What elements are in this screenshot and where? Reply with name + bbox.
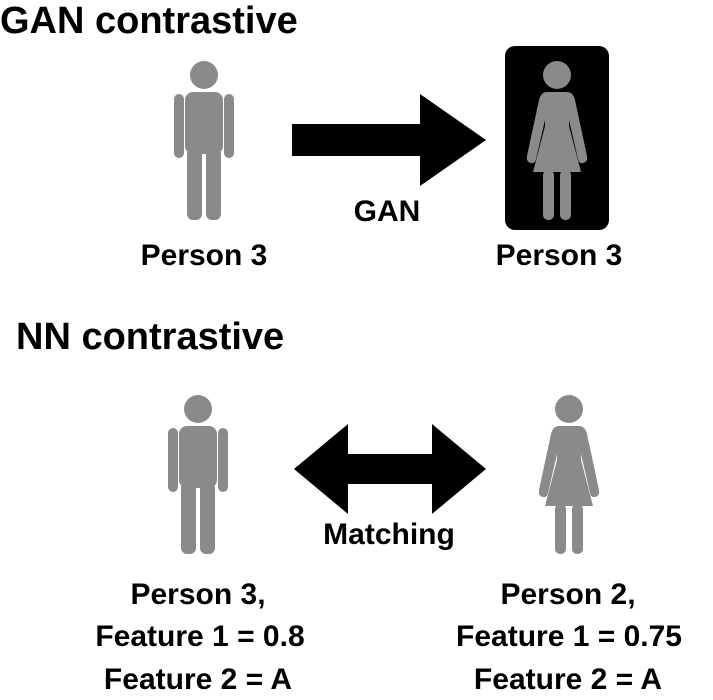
matching-arrow-icon (294, 424, 486, 514)
gan-arrow-label: GAN (353, 195, 421, 228)
left-feature-2: Feature 2 = A (103, 663, 293, 696)
gan-target-label: Person 3 (495, 239, 623, 272)
left-feature-1: Feature 1 = 0.8 (95, 620, 305, 653)
woman-icon (526, 61, 588, 220)
right-feature-1: Feature 1 = 0.75 (456, 620, 682, 653)
right-feature-2: Feature 2 = A (473, 663, 663, 696)
woman-icon (538, 395, 600, 554)
right-person-name: Person 2, (500, 578, 636, 611)
man-icon (174, 61, 234, 220)
gan-arrow-icon (292, 94, 486, 186)
nn-section-title: NN contrastive (16, 316, 285, 358)
matching-arrow-label: Matching (323, 518, 455, 551)
gan-section-title: GAN contrastive (0, 0, 298, 42)
left-person-name: Person 3, (130, 578, 266, 611)
gan-source-label: Person 3 (140, 239, 268, 272)
man-icon (168, 395, 228, 554)
